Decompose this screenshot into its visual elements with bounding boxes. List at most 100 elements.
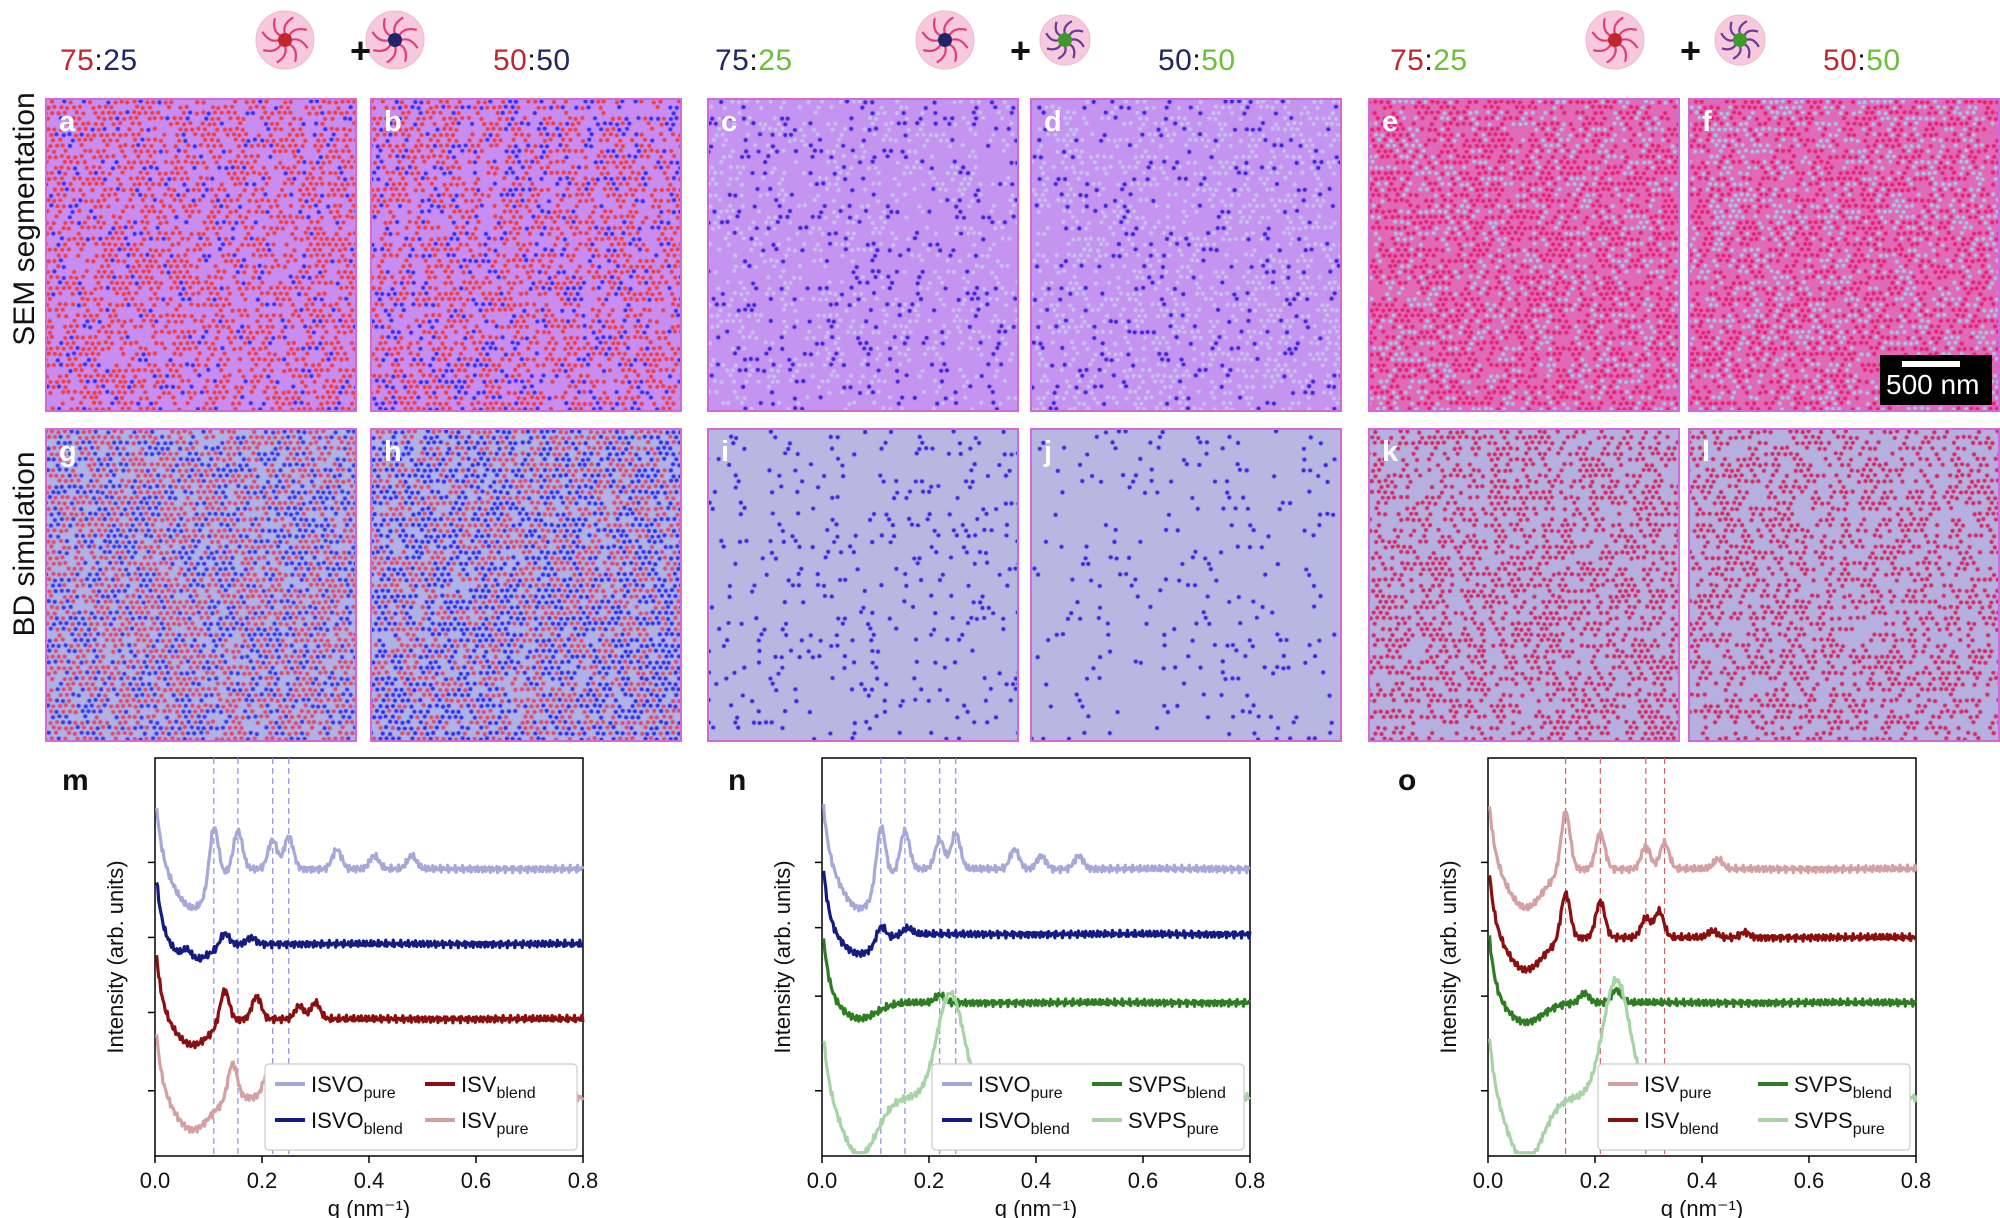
x-tick-label: 0.8 [568, 1168, 599, 1193]
x-axis-label: q (nm⁻¹) [995, 1196, 1078, 1218]
legend-label: ISVblend [461, 1072, 536, 1102]
legend-label: ISVpure [461, 1108, 529, 1138]
micrograph-image [1690, 430, 1998, 740]
series-isv-blend [1488, 875, 1917, 974]
micrograph-image [709, 430, 1017, 740]
legend-box [264, 1063, 578, 1151]
ratio-left-0: 75:25 [60, 44, 138, 78]
ratio-major: 75 [715, 44, 750, 77]
row-label-bd: BD simulation [8, 451, 41, 637]
legend-label: SVPSpure [1794, 1108, 1885, 1138]
panel-letter: l [1702, 436, 1711, 468]
x-tick-label: 0.4 [1687, 1168, 1718, 1193]
ratio-major: 50 [493, 44, 528, 77]
ratio-sep: : [1857, 44, 1867, 77]
ratio-left-1: 75:25 [715, 44, 793, 78]
chart-o: 0.0 0.2 0.4 0.6 0.8 ISVpure SVPSblend ISVblend S… [1436, 757, 1932, 1218]
x-tick-label: 0.2 [914, 1168, 945, 1193]
x-axis-label: q (nm⁻¹) [1661, 1196, 1744, 1218]
x-tick-label: 0.8 [1235, 1168, 1266, 1193]
panel-letter: k [1382, 436, 1399, 468]
ratio-minor: 25 [758, 44, 793, 77]
x-tick-label: 0.8 [1901, 1168, 1932, 1193]
ratio-minor: 50 [1866, 44, 1901, 77]
y-axis-label: Intensity (arb. units) [1436, 860, 1461, 1053]
series-svps-blend [822, 938, 1251, 1023]
ratio-sep: : [94, 44, 104, 77]
panel-letter: d [1044, 106, 1062, 138]
scale-bar-line [1902, 361, 1960, 367]
panel-letter: i [721, 436, 730, 468]
panel-letter: j [1044, 436, 1053, 468]
micrograph-image [1032, 100, 1340, 410]
micrograph-image [1032, 430, 1340, 740]
scale-bar-label: 500 nm [1886, 369, 1980, 400]
y-axis-label: Intensity (arb. units) [103, 860, 128, 1053]
image-panel-l: l [1688, 428, 2000, 742]
chart-n: 0.0 0.2 0.4 0.6 0.8 ISVOpure SVPSblend ISVOblen… [770, 757, 1266, 1218]
image-panel-c: c [707, 98, 1019, 412]
x-tick-label: 0.6 [1128, 1168, 1159, 1193]
plus-sign: + [1680, 30, 1702, 71]
legend-label: ISVOblend [978, 1108, 1070, 1138]
ratio-minor: 50 [536, 44, 571, 77]
x-tick-label: 0.4 [354, 1168, 385, 1193]
plus-sign: + [1010, 30, 1032, 71]
x-tick-label: 0.4 [1021, 1168, 1052, 1193]
plus-sign: + [350, 30, 372, 71]
image-panel-b: b [370, 98, 682, 412]
legend-label: SVPSblend [1794, 1072, 1892, 1102]
panel-letter: b [384, 106, 402, 138]
legend-label: SVPSpure [1128, 1108, 1219, 1138]
ratio-right-1: 50:50 [1158, 44, 1236, 78]
ratio-sep: : [1192, 44, 1202, 77]
ratio-minor: 50 [1201, 44, 1236, 77]
series-isvo-pure [822, 803, 1251, 913]
panel-letter: g [59, 436, 77, 468]
image-panel-d: d [1030, 98, 1342, 412]
image-panel-j: j [1030, 428, 1342, 742]
legend-box [931, 1063, 1245, 1151]
y-axis-label: Intensity (arb. units) [770, 860, 795, 1053]
isvo-micelle-icon [365, 10, 425, 70]
ratio-sep: : [1424, 44, 1434, 77]
x-tick-label: 0.6 [461, 1168, 492, 1193]
legend-box [1597, 1063, 1911, 1151]
scale-bar: 500 nm [1880, 355, 1992, 405]
series-svps-blend [1488, 935, 1918, 1027]
x-tick-label: 0.0 [140, 1168, 171, 1193]
panel-letter: h [384, 436, 402, 468]
micrograph-image [372, 100, 680, 410]
x-tick-label: 0.0 [1473, 1168, 1504, 1193]
plot-letter-n: n [728, 764, 747, 797]
image-panel-f: f [1688, 98, 2000, 412]
ratio-sep: : [527, 44, 537, 77]
row-label-sem: SEM segmentation [8, 92, 41, 346]
ratio-sep: : [749, 44, 759, 77]
ratio-left-2: 75:25 [1390, 44, 1468, 78]
ratio-minor: 25 [103, 44, 138, 77]
micrograph-image [47, 430, 355, 740]
legend-label: ISVOpure [311, 1072, 396, 1102]
series-isvo-blend [155, 881, 584, 963]
image-panel-a: a [45, 98, 357, 412]
ratio-major: 75 [1390, 44, 1425, 77]
plot-letter-m: m [62, 764, 89, 797]
svps-micelle-icon [1714, 14, 1766, 66]
image-panel-e: e [1368, 98, 1680, 412]
ratio-major: 50 [1823, 44, 1858, 77]
ratio-right-0: 50:50 [493, 44, 571, 78]
series-isvo-pure [155, 807, 585, 912]
panel-letter: a [59, 106, 76, 138]
micrograph-image [372, 430, 680, 740]
panel-letter: e [1382, 106, 1399, 138]
isv-micelle-icon [1585, 10, 1645, 70]
panel-letter: c [721, 106, 738, 138]
ratio-minor: 25 [1433, 44, 1468, 77]
micrograph-image [47, 100, 355, 410]
micrograph-image [709, 100, 1017, 410]
image-panel-i: i [707, 428, 1019, 742]
legend-label: ISVOblend [311, 1108, 403, 1138]
x-axis-label: q (nm⁻¹) [328, 1196, 411, 1218]
ratio-right-2: 50:50 [1823, 44, 1901, 78]
